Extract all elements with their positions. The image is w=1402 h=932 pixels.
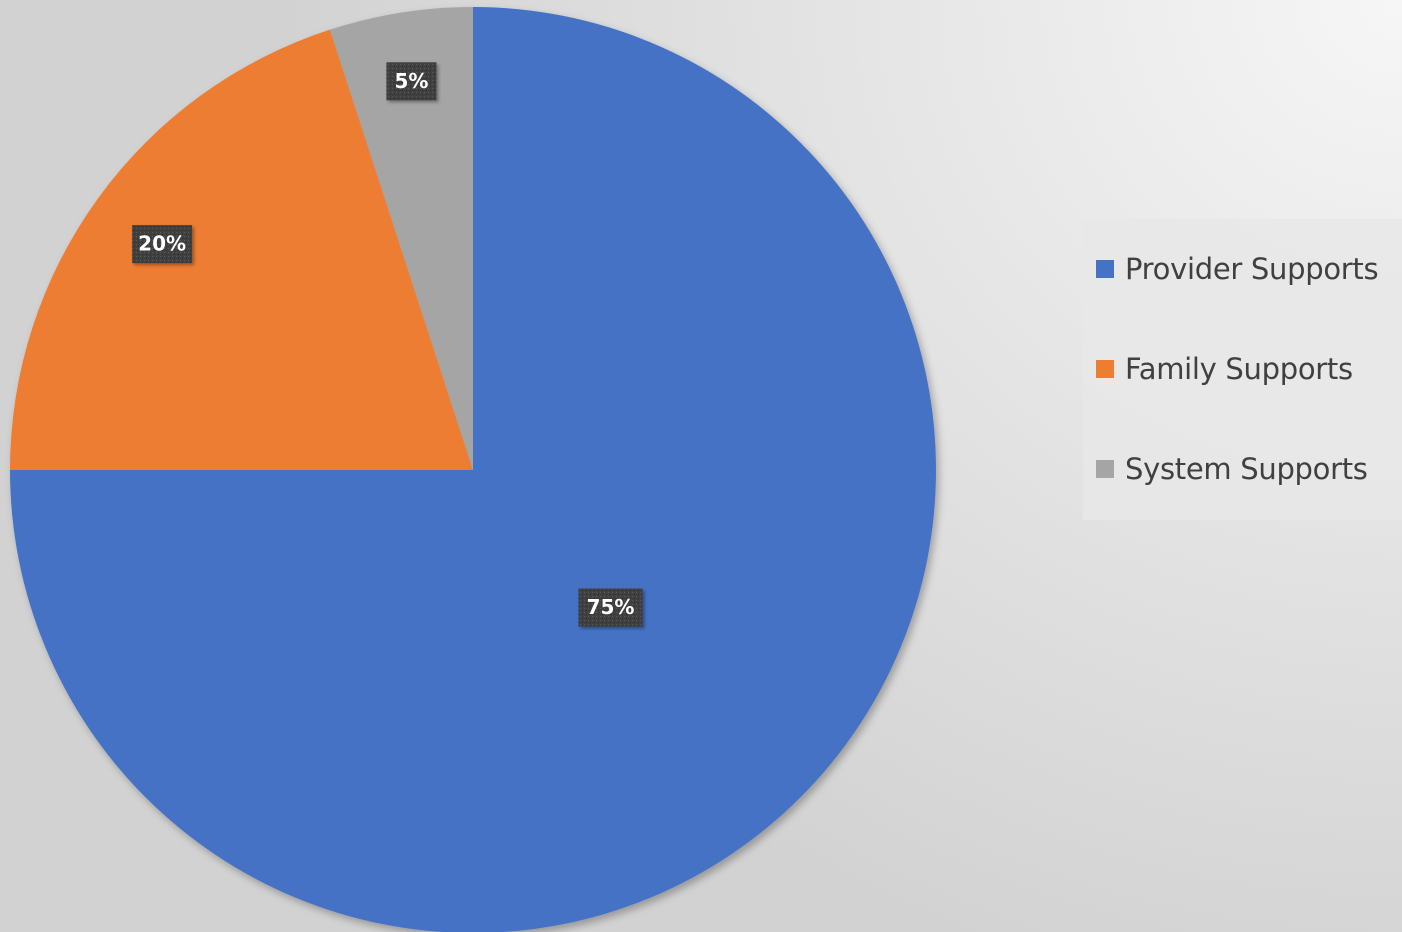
data-label-text: 5% [394, 69, 428, 93]
data-label-text: 20% [138, 232, 186, 256]
legend-label-system-supports: System Supports [1125, 452, 1368, 486]
data-label-family-supports: 20% [132, 225, 193, 264]
pie-slice-family-supports [10, 29, 473, 471]
legend-swatch-system-supports [1096, 460, 1114, 478]
legend-item-system-supports: System Supports [1096, 449, 1368, 489]
chart-legend: Provider Supports Family Supports System… [1083, 219, 1402, 520]
pie-data-labels: 75% 20% 5% [132, 62, 643, 627]
pie-slices [10, 7, 936, 932]
data-label-text: 75% [587, 595, 635, 619]
legend-label-family-supports: Family Supports [1125, 352, 1353, 386]
data-label-box [578, 588, 643, 627]
legend-swatch-provider-supports [1096, 260, 1114, 278]
data-label-provider-supports: 75% [578, 588, 643, 627]
legend-label-provider-supports: Provider Supports [1125, 252, 1379, 286]
data-label-box [132, 225, 193, 264]
data-label-system-supports: 5% [386, 62, 437, 101]
pie-slice-provider-supports [10, 7, 936, 932]
legend-item-provider-supports: Provider Supports [1096, 249, 1379, 289]
data-label-box [386, 62, 437, 101]
legend-swatch-family-supports [1096, 360, 1114, 378]
pie-slice-system-supports [329, 7, 473, 470]
legend-item-family-supports: Family Supports [1096, 349, 1353, 389]
